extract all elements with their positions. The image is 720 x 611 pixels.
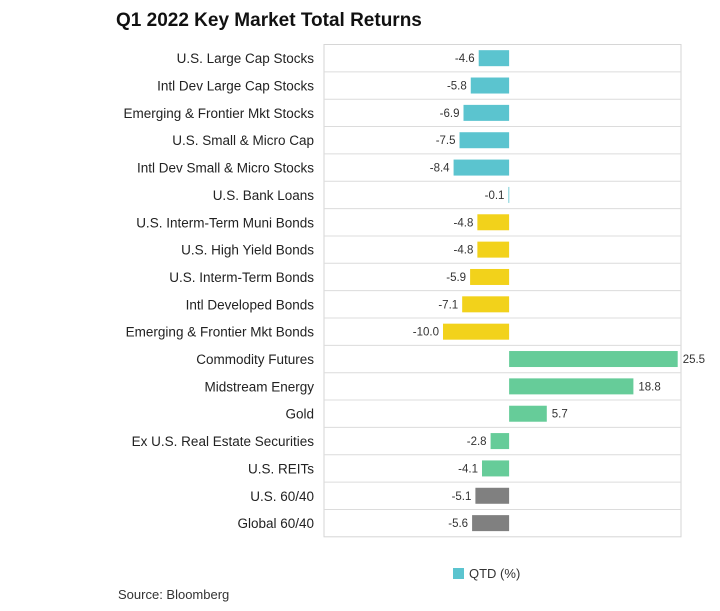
bar xyxy=(470,77,510,94)
category-label: Emerging & Frontier Mkt Stocks xyxy=(123,106,314,121)
category-label: Gold xyxy=(285,407,314,422)
legend-label: QTD (%) xyxy=(469,566,521,581)
bar xyxy=(472,515,510,532)
value-label: -5.6 xyxy=(448,518,468,530)
category-label: U.S. 60/40 xyxy=(250,489,314,504)
source-note: Source: Bloomberg xyxy=(118,587,230,602)
value-label: -7.5 xyxy=(436,135,456,147)
bar xyxy=(509,378,634,395)
category-label: U.S. Large Cap Stocks xyxy=(177,51,315,66)
value-label: -8.4 xyxy=(430,163,450,175)
row-grid xyxy=(323,44,682,538)
category-label: Intl Developed Bonds xyxy=(186,297,315,312)
value-label: -2.8 xyxy=(467,436,487,448)
category-label: Intl Dev Large Cap Stocks xyxy=(157,79,314,94)
bar xyxy=(463,104,510,121)
category-labels: U.S. Large Cap Stocks Intl Dev Large Cap … xyxy=(123,51,314,531)
value-label: -4.1 xyxy=(458,463,478,475)
category-label: Emerging & Frontier Mkt Bonds xyxy=(126,325,315,340)
category-label: U.S. REITs xyxy=(248,461,314,476)
bar xyxy=(462,296,510,313)
bar xyxy=(477,214,510,231)
value-label: 5.7 xyxy=(552,409,568,421)
value-label: -5.9 xyxy=(446,272,466,284)
category-label: Midstream Energy xyxy=(204,379,314,394)
bar xyxy=(459,132,510,149)
bar xyxy=(443,323,510,340)
value-label: -4.8 xyxy=(454,245,474,257)
category-label: U.S. High Yield Bonds xyxy=(181,243,314,258)
value-labels: -4.6 -5.8 -6.9 -7.5 -8.4 -0.1 -4.8 -4.8 -5.9 -7.1… xyxy=(413,53,705,530)
bar-chart: U.S. Large Cap Stocks Intl Dev Large Cap … xyxy=(123,44,705,538)
value-label: -4.6 xyxy=(455,53,475,65)
value-label: -7.1 xyxy=(438,299,458,311)
category-label: U.S. Small & Micro Cap xyxy=(172,133,314,148)
value-label: -10.0 xyxy=(413,327,439,339)
bar xyxy=(478,50,510,67)
category-label: U.S. Interm-Term Bonds xyxy=(169,270,314,285)
bar xyxy=(475,487,510,504)
bar xyxy=(453,159,510,176)
value-label: -4.8 xyxy=(454,217,474,229)
category-label: Global 60/40 xyxy=(237,516,314,531)
category-label: Ex U.S. Real Estate Securities xyxy=(132,434,315,449)
category-label: U.S. Bank Loans xyxy=(213,188,315,203)
bar xyxy=(509,351,678,368)
bar xyxy=(482,460,510,477)
value-label: 18.8 xyxy=(638,381,660,393)
legend: QTD (%) xyxy=(453,566,520,581)
bar xyxy=(509,405,547,422)
legend-swatch xyxy=(453,568,464,579)
bar xyxy=(508,186,510,203)
chart-title: Q1 2022 Key Market Total Returns xyxy=(116,10,422,31)
category-label: Intl Dev Small & Micro Stocks xyxy=(137,161,314,176)
bar xyxy=(470,268,510,285)
bar xyxy=(490,433,510,450)
value-label: -6.9 xyxy=(440,108,460,120)
value-label: 25.5 xyxy=(683,354,705,366)
category-label: U.S. Interm-Term Muni Bonds xyxy=(136,215,314,230)
value-label: -0.1 xyxy=(485,190,505,202)
category-label: Commodity Futures xyxy=(196,352,314,367)
value-label: -5.1 xyxy=(452,491,472,503)
value-label: -5.8 xyxy=(447,81,467,93)
bars xyxy=(443,50,678,532)
bar xyxy=(477,241,510,258)
